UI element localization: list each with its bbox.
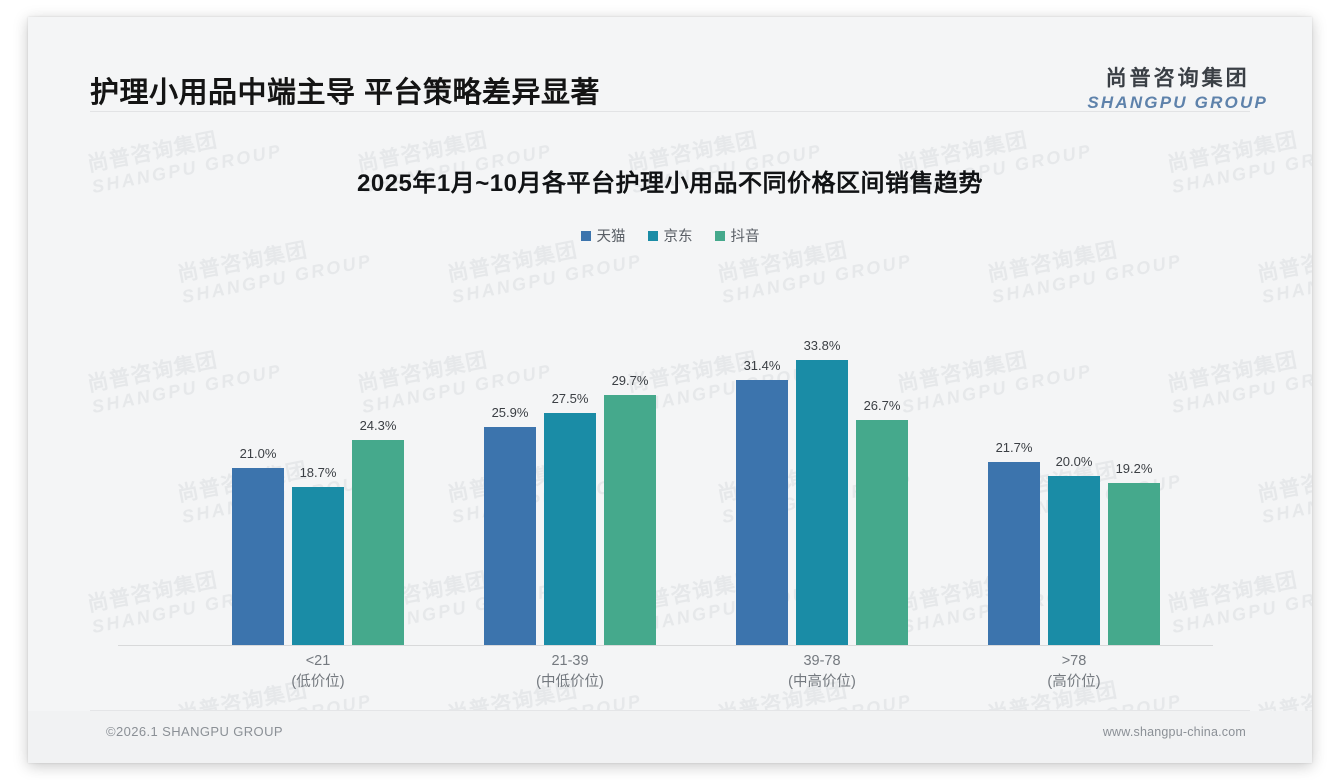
bar-value-label: 21.7% bbox=[995, 440, 1033, 455]
x-axis-label: 39-78 (中高价位) bbox=[728, 651, 916, 693]
slide-card: 尚普咨询集团 SHANGPU GROUP 尚普咨询集团 SHANGPU GROUP 尚普… bbox=[28, 17, 1312, 763]
footer-copyright: ©2026.1 SHANGPU GROUP bbox=[106, 724, 283, 739]
chart-block: 2025年1月~10月各平台护理小用品不同价格区间销售趋势 天猫 京东 抖音 21.… bbox=[28, 113, 1312, 703]
bar-value-label: 33.8% bbox=[803, 338, 841, 353]
slide-footer: ©2026.1 SHANGPU GROUP www.shangpu-china.… bbox=[28, 711, 1312, 763]
bar-item[interactable]: 27.5% bbox=[544, 262, 596, 645]
bar-item[interactable]: 19.2% bbox=[1108, 262, 1160, 645]
legend-label: 京东 bbox=[663, 229, 693, 245]
legend-item-1[interactable]: 天猫 bbox=[580, 225, 626, 246]
bar-rect[interactable] bbox=[856, 420, 908, 645]
footer-website: www.shangpu-china.com bbox=[1102, 725, 1246, 739]
bar-value-label: 20.0% bbox=[1055, 454, 1093, 469]
legend-item-2[interactable]: 京东 bbox=[647, 225, 693, 246]
legend-label: 天猫 bbox=[596, 229, 626, 245]
legend-item-3[interactable]: 抖音 bbox=[714, 225, 760, 246]
bar-item[interactable]: 25.9% bbox=[484, 262, 536, 645]
brand-logo-en: SHANGPU GROUP bbox=[1087, 93, 1268, 112]
bar-item[interactable]: 24.3% bbox=[352, 262, 404, 645]
brand-logo-cn: 尚普咨询集团 bbox=[1105, 67, 1250, 90]
page-title: 护理小用品中端主导 平台策略差异显著 bbox=[90, 77, 601, 109]
brand-logo: 尚普咨询集团 SHANGPU GROUP bbox=[1087, 62, 1268, 113]
bar-rect[interactable] bbox=[988, 462, 1040, 645]
legend-label: 抖音 bbox=[730, 229, 760, 245]
x-axis-label-main: 21-39 bbox=[551, 653, 589, 669]
bar-rect[interactable] bbox=[736, 380, 788, 645]
bar-group: 31.4% 33.8% 26.7% bbox=[728, 262, 916, 645]
x-axis-label: <21 (低价位) bbox=[224, 651, 412, 693]
x-axis-label: 21-39 (中低价位) bbox=[476, 651, 664, 693]
bar-value-label: 25.9% bbox=[491, 405, 529, 420]
bar-value-label: 18.7% bbox=[299, 465, 337, 480]
x-axis-label-sub: (低价位) bbox=[291, 674, 345, 691]
bar-group: 25.9% 27.5% 29.7% bbox=[476, 262, 664, 645]
bar-value-label: 31.4% bbox=[743, 358, 781, 373]
legend-swatch-icon bbox=[714, 230, 725, 241]
bar-value-label: 26.7% bbox=[863, 398, 901, 413]
footer-divider bbox=[90, 710, 1250, 711]
bar-rect[interactable] bbox=[292, 487, 344, 645]
chart-legend: 天猫 京东 抖音 bbox=[28, 225, 1312, 246]
bar-rect[interactable] bbox=[796, 360, 848, 645]
bar-rect[interactable] bbox=[484, 427, 536, 645]
chart-title: 2025年1月~10月各平台护理小用品不同价格区间销售趋势 bbox=[357, 170, 983, 197]
bar-item[interactable]: 20.0% bbox=[1048, 262, 1100, 645]
header-divider bbox=[90, 111, 1250, 112]
legend-swatch-icon bbox=[647, 230, 658, 241]
chart-plot-area: 21.0% 18.7% 24.3% 25.9% 27.5% 29.7% 31.4% 33.8%… bbox=[118, 263, 1213, 646]
bar-group: 21.0% 18.7% 24.3% bbox=[224, 262, 412, 645]
legend-swatch-icon bbox=[580, 230, 591, 241]
x-axis-label-main: <21 bbox=[305, 653, 331, 669]
x-axis-label-sub: (高价位) bbox=[1047, 674, 1101, 691]
bar-value-label: 27.5% bbox=[551, 391, 589, 406]
bar-value-label: 24.3% bbox=[359, 418, 397, 433]
bar-item[interactable]: 26.7% bbox=[856, 262, 908, 645]
bar-rect[interactable] bbox=[544, 413, 596, 645]
slide-header: 护理小用品中端主导 平台策略差异显著 尚普咨询集团 SHANGPU GROUP bbox=[28, 17, 1312, 113]
x-axis-label-main: 39-78 bbox=[803, 653, 841, 669]
bar-item[interactable]: 18.7% bbox=[292, 262, 344, 645]
x-axis-line bbox=[118, 645, 1213, 646]
bar-value-label: 29.7% bbox=[611, 373, 649, 388]
bar-value-label: 19.2% bbox=[1115, 461, 1153, 476]
bar-rect[interactable] bbox=[1108, 483, 1160, 645]
bar-rect[interactable] bbox=[1048, 476, 1100, 645]
bar-item[interactable]: 29.7% bbox=[604, 262, 656, 645]
bar-group: 21.7% 20.0% 19.2% bbox=[980, 262, 1168, 645]
x-axis-label: >78 (高价位) bbox=[980, 651, 1168, 693]
bar-item[interactable]: 21.7% bbox=[988, 262, 1040, 645]
bar-rect[interactable] bbox=[232, 468, 284, 645]
x-axis-labels: <21 (低价位) 21-39 (中低价位) 39-78 (中高价位) >78 (高价位) bbox=[118, 651, 1213, 711]
bar-item[interactable]: 33.8% bbox=[796, 262, 848, 645]
x-axis-label-main: >78 bbox=[1061, 653, 1087, 669]
x-axis-label-sub: (中低价位) bbox=[536, 674, 604, 691]
x-axis-label-sub: (中高价位) bbox=[788, 674, 856, 691]
bar-item[interactable]: 31.4% bbox=[736, 262, 788, 645]
bar-value-label: 21.0% bbox=[239, 446, 277, 461]
bar-rect[interactable] bbox=[604, 395, 656, 645]
bar-rect[interactable] bbox=[352, 440, 404, 645]
bar-item[interactable]: 21.0% bbox=[232, 262, 284, 645]
